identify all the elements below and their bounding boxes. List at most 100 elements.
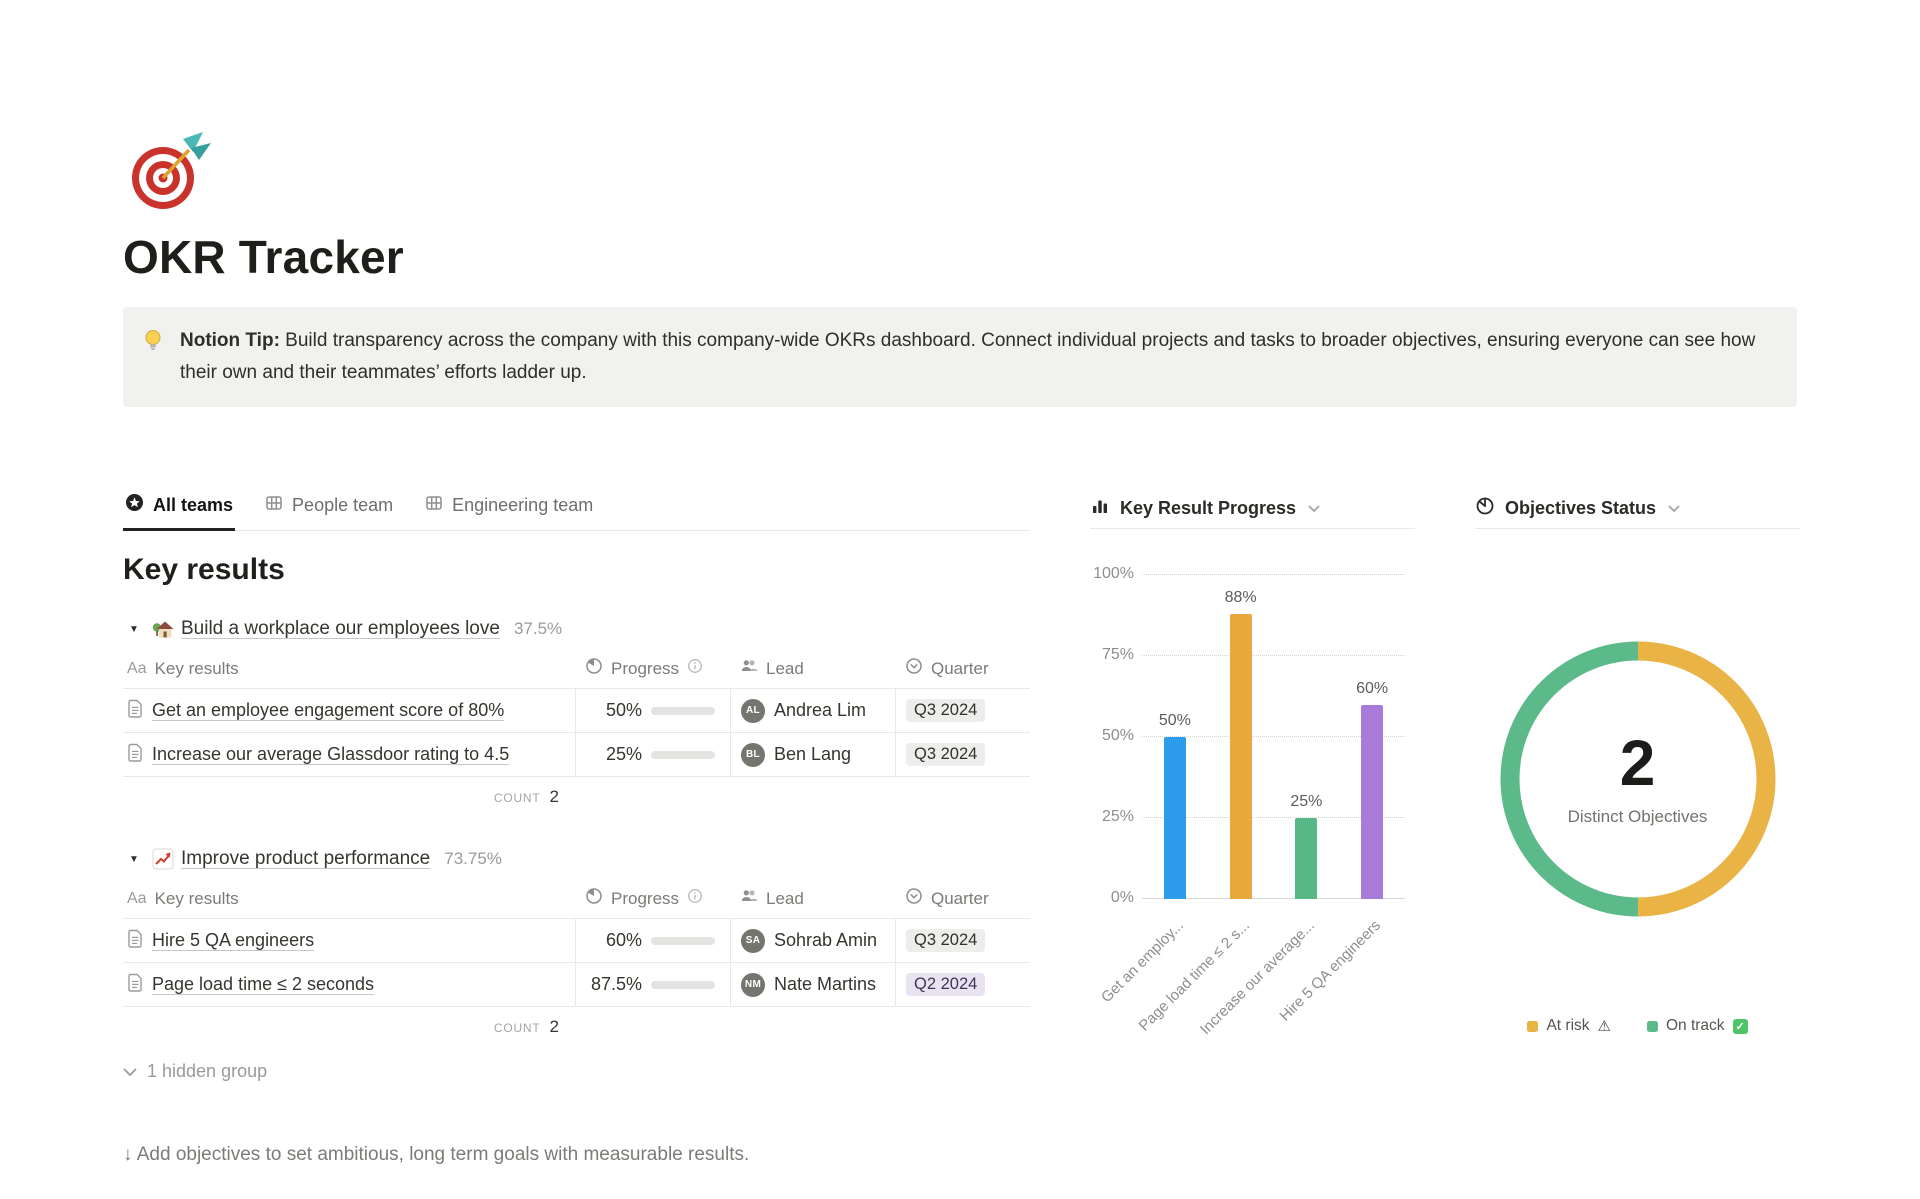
gridline [1142,736,1405,737]
bar [1295,818,1318,899]
group-header: ▼ Build a workplace our employees love 3… [123,615,1030,643]
count-label: COUNT [493,791,541,805]
footer-hint: ↓ Add objectives to set ambitious, long … [123,1144,750,1165]
tab-people-team[interactable]: People team [263,489,395,531]
column-header-progress[interactable]: Progress [575,657,730,680]
key-result-cell[interactable]: Increase our average Glassdoor rating to… [123,733,575,776]
chevron-down-icon [1308,505,1320,513]
group-header: ▼ Improve product performance 73.75% [123,845,1030,873]
bar [1361,704,1384,899]
progress-bar [651,980,715,989]
lead-cell[interactable]: BL Ben Lang [730,733,895,776]
count-calculation[interactable]: COUNT 2 [123,787,575,807]
objective-page-link[interactable]: Improve product performance [181,848,431,869]
count-calculation[interactable]: COUNT 2 [123,1017,575,1037]
quarter-cell[interactable]: Q2 2024 [895,963,1030,1006]
donut-chart: 2 Distinct Objectives [1488,629,1788,929]
column-header-quarter[interactable]: Quarter [895,887,1030,910]
bar-chart-card: Key Result Progress 50% 88% 25% 60% Get an … [1090,489,1415,1038]
progress-cell[interactable]: 25% [575,733,730,776]
bar-chart-title-dropdown[interactable]: Key Result Progress [1090,489,1415,529]
objective-group-2: ▼ Improve product performance 73.75% Aa … [123,845,1030,1047]
gridline [1142,817,1405,818]
quarter-badge: Q3 2024 [906,699,986,722]
select-circle-icon [905,657,923,680]
x-tick-label: Page load time ≤ 2 s... [1135,917,1253,1035]
quarter-cell[interactable]: Q3 2024 [895,919,1030,962]
avatar: SA [741,928,765,953]
y-tick-label: 50% [1101,727,1134,744]
bar-chart-bars: 50% 88% 25% 60% [1142,574,1405,899]
y-tick-label: 75% [1101,646,1134,663]
page-icon-dartboard-emoji[interactable] [123,126,215,214]
gauge-icon [585,657,603,680]
column-label: Key results [154,658,239,678]
quarter-cell[interactable]: Q3 2024 [895,689,1030,732]
quarter-badge: Q3 2024 [906,743,986,766]
quarter-cell[interactable]: Q3 2024 [895,733,1030,776]
page-content: OKR Tracker Notion Tip: Build transparen… [123,0,1803,1166]
house-garden-emoji-icon [151,617,175,641]
chart-increasing-emoji-icon [151,847,175,871]
lead-cell[interactable]: AL Andrea Lim [730,689,895,732]
tab-all-teams[interactable]: All teams [123,489,236,531]
key-result-page-link[interactable]: Hire 5 QA engineers [152,930,315,950]
column-header-lead[interactable]: Lead [730,657,895,680]
quarter-badge: Q3 2024 [906,929,986,952]
distinct-objectives-label: Distinct Objectives [1567,807,1708,826]
column-header-key-results[interactable]: Aa Key results [123,889,575,909]
bar-value-label: 25% [1290,793,1323,810]
lead-cell[interactable]: SA Sohrab Amin [730,919,895,962]
x-tick-label: Increase our average... [1197,917,1319,1039]
tab-label: People team [292,494,394,515]
x-tick-label: Hire 5 QA engineers [1276,917,1385,1025]
page-doc-icon [127,743,143,767]
key-result-cell[interactable]: Hire 5 QA engineers [123,919,575,962]
column-header-progress[interactable]: Progress [575,887,730,910]
chevron-down-icon [123,1061,137,1082]
people-icon [740,657,758,680]
key-result-page-link[interactable]: Get an employee engagement score of 80% [152,700,505,720]
column-header-key-results[interactable]: Aa Key results [123,659,575,679]
hidden-group-toggle[interactable]: 1 hidden group [123,1061,1030,1082]
key-result-page-link[interactable]: Page load time ≤ 2 seconds [152,974,375,994]
gauge-icon [585,887,603,910]
table-row: Hire 5 QA engineers 60% SA Sohrab Amin Q… [123,919,1030,963]
progress-percent: 87.5% [590,974,642,994]
legend-item-at-risk[interactable]: At risk ⚠ [1527,1017,1611,1035]
tab-label: All teams [153,494,234,515]
bar [1229,613,1252,899]
progress-cell[interactable]: 60% [575,919,730,962]
column-header-lead[interactable]: Lead [730,887,895,910]
key-result-page-link[interactable]: Increase our average Glassdoor rating to… [152,744,510,764]
gridline [1142,655,1405,656]
objective-group-1: ▼ Build a workplace our employees love 3… [123,615,1030,817]
lead-cell[interactable]: NM Nate Martins [730,963,895,1006]
dartboard-icon [132,132,211,209]
warning-icon: ⚠ [1597,1018,1611,1035]
star-circle-icon [125,493,144,517]
chart-title: Objectives Status [1505,498,1657,518]
tab-engineering-team[interactable]: Engineering team [423,489,595,531]
y-tick-label: 100% [1093,565,1134,582]
objective-page-link[interactable]: Build a workplace our employees love [181,618,500,639]
count-row: COUNT 2 [123,777,1030,817]
donut-rings [1500,641,1775,917]
avatar: BL [741,742,765,767]
donut-chart-title-dropdown[interactable]: Objectives Status [1475,489,1800,529]
collapse-toggle-icon[interactable]: ▼ [123,618,145,640]
legend-item-on-track[interactable]: On track ✓ [1646,1017,1748,1035]
progress-cell[interactable]: 87.5% [575,963,730,1006]
progress-percent: 50% [605,700,642,720]
key-result-cell[interactable]: Page load time ≤ 2 seconds [123,963,575,1006]
column-header-quarter[interactable]: Quarter [895,657,1030,680]
progress-cell[interactable]: 50% [575,689,730,732]
table-row: Increase our average Glassdoor rating to… [123,733,1030,777]
column-label: Lead [766,888,804,908]
table-grid-icon [265,494,283,517]
collapse-toggle-icon[interactable]: ▼ [123,848,145,870]
count-value: 2 [549,787,559,806]
key-result-cell[interactable]: Get an employee engagement score of 80% [123,689,575,732]
progress-percent: 60% [605,930,642,950]
column-label: Progress [611,888,680,908]
